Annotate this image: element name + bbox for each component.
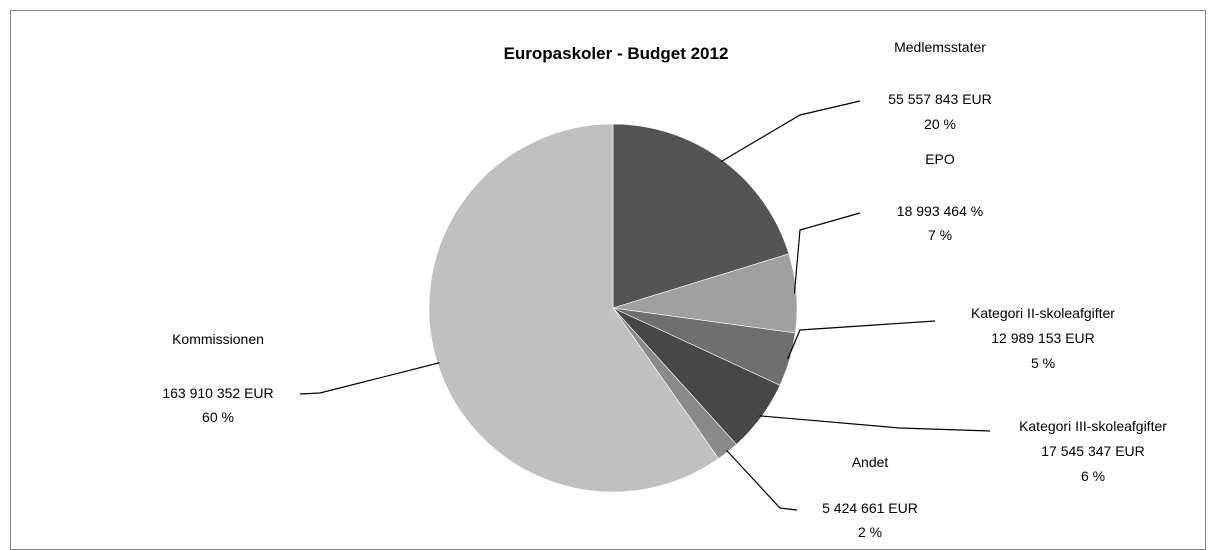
slice-percent-label-6: 60 % bbox=[202, 409, 234, 425]
slice-value-label-1: 55 557 843 EUR bbox=[888, 91, 992, 107]
leader-line-5 bbox=[726, 449, 798, 511]
slice-value-label-2: 18 993 464 % bbox=[897, 203, 983, 219]
slice-value-label-5: 5 424 661 EUR bbox=[822, 500, 918, 516]
pie-slices bbox=[428, 123, 798, 493]
slice-percent-label-4: 6 % bbox=[1081, 468, 1105, 484]
slice-percent-label-3: 5 % bbox=[1031, 355, 1055, 371]
slice-category-label-1: Medlemsstater bbox=[894, 39, 986, 55]
slice-percent-label-1: 20 % bbox=[924, 116, 956, 132]
chart-title: Europaskoler - Budget 2012 bbox=[504, 44, 729, 63]
slice-category-label-5: Andet bbox=[852, 454, 889, 470]
pie-slice-1 bbox=[612, 123, 790, 309]
slice-percent-label-5: 2 % bbox=[858, 524, 882, 540]
slice-value-label-3: 12 989 153 EUR bbox=[991, 330, 1095, 346]
slice-category-label-2: EPO bbox=[925, 151, 955, 167]
slice-value-label-6: 163 910 352 EUR bbox=[162, 385, 273, 401]
slice-category-label-6: Kommissionen bbox=[172, 331, 264, 347]
leader-line-1 bbox=[720, 100, 861, 163]
slice-value-label-4: 17 545 347 EUR bbox=[1041, 443, 1145, 459]
slice-percent-label-2: 7 % bbox=[928, 227, 952, 243]
slice-category-label-3: Kategori II-skoleafgifter bbox=[971, 305, 1115, 321]
slice-labels: Medlemsstater 55 557 843 EUR 20 % EPO 18 993… bbox=[162, 39, 1167, 540]
leader-line-6 bbox=[299, 362, 440, 395]
leader-line-4 bbox=[759, 415, 991, 432]
slice-category-label-4: Kategori III-skoleafgifter bbox=[1019, 418, 1167, 434]
leader-line-3 bbox=[787, 320, 936, 360]
leader-lines bbox=[299, 100, 991, 511]
leader-line-2 bbox=[793, 212, 861, 294]
